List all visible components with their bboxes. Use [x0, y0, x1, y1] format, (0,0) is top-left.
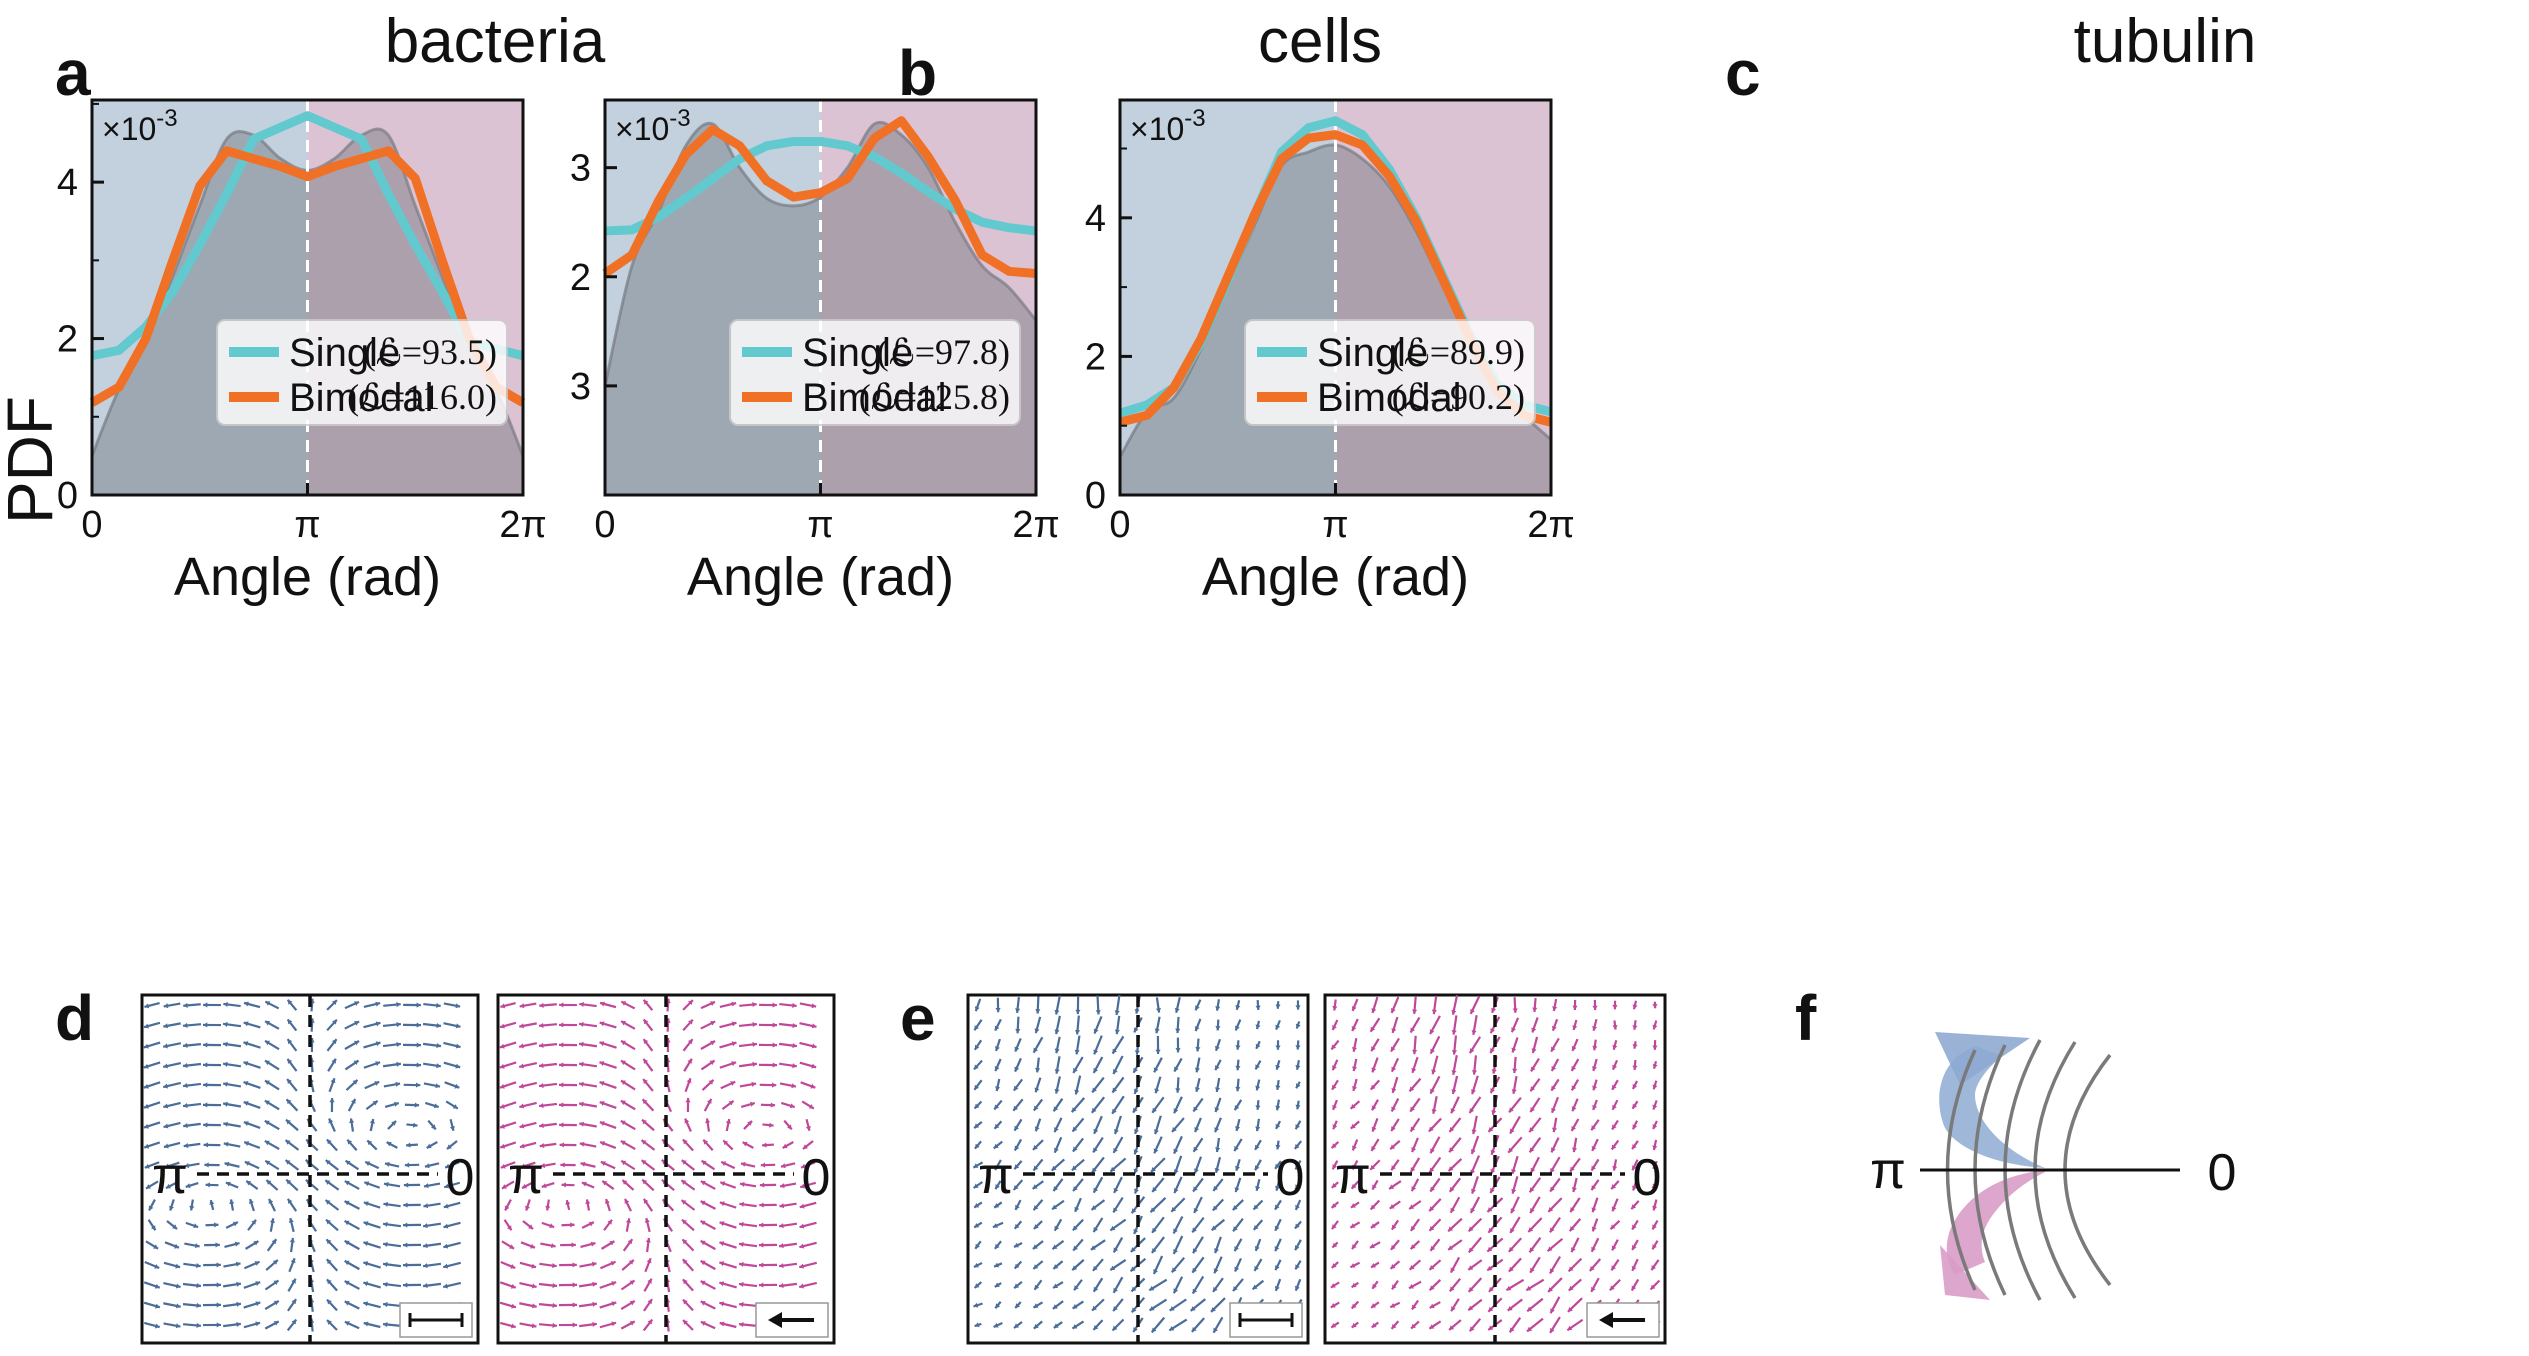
- y-tick-label: 0: [57, 475, 78, 517]
- legend-lik-bimodal: (ℒ=90.2): [1392, 377, 1525, 417]
- y-multiplier-exp: -3: [669, 105, 690, 132]
- y-tick-label: 2: [57, 319, 78, 361]
- panel-c-title: tubulin: [2074, 7, 2257, 76]
- panel-b-title: cells: [1258, 7, 1382, 76]
- legend-lik-single: (ℒ=97.8): [877, 332, 1010, 372]
- panel-e-letter: e: [900, 982, 936, 1054]
- y-tick-label: 3: [570, 366, 591, 408]
- x-axis-label: Angle (rad): [1202, 547, 1469, 607]
- legend-lik-bimodal: (ℒ=125.8): [859, 377, 1010, 417]
- x-tick-label: 2π: [499, 504, 546, 546]
- x-tick-label: π: [1322, 504, 1348, 546]
- panel-c-letter: c: [1725, 37, 1761, 109]
- x-axis-label: Angle (rad): [174, 547, 441, 607]
- y-multiplier-exp: -3: [156, 105, 177, 132]
- legend-lik-single: (ℒ=89.9): [1392, 332, 1525, 372]
- y-tick-label: 4: [1085, 198, 1106, 240]
- panel-d-letter: d: [55, 982, 94, 1054]
- x-tick-label: 2π: [1527, 504, 1574, 546]
- field-zero-label: 0: [1633, 1149, 1662, 1207]
- field-frame: [142, 995, 478, 1343]
- legend-lik-bimodal: (ℒ=116.0): [347, 377, 497, 417]
- legend-lik-single: (ℒ=93.5): [364, 332, 497, 372]
- schematic-f: π 0: [1870, 1032, 2236, 1300]
- y-tick-label: 3: [570, 148, 591, 190]
- x-tick-label: π: [807, 504, 833, 546]
- field-pi-label: π: [1335, 1147, 1371, 1205]
- field-pi-label: π: [152, 1147, 188, 1205]
- y-tick-label: 4: [57, 162, 78, 204]
- y-tick-label: 0: [1085, 475, 1106, 517]
- y-multiplier-exp: -3: [1184, 105, 1205, 132]
- y-tick-label: 2: [1085, 336, 1106, 378]
- y-tick-label: 2: [570, 257, 591, 299]
- x-tick-label: 2π: [1012, 504, 1059, 546]
- pi-label: π: [1870, 1142, 1906, 1200]
- field-zero-label: 0: [802, 1149, 831, 1207]
- field-frame: [498, 995, 834, 1343]
- x-axis-label: Angle (rad): [687, 547, 954, 607]
- x-tick-label: π: [294, 504, 320, 546]
- x-tick-label: 0: [594, 504, 615, 546]
- field-pi-label: π: [978, 1147, 1014, 1205]
- panel-a-letter: a: [55, 37, 91, 109]
- panel-f-letter: f: [1795, 982, 1817, 1054]
- x-tick-label: 0: [81, 504, 102, 546]
- panel-b-letter: b: [898, 37, 937, 109]
- panel-a-title: bacteria: [385, 7, 606, 76]
- zero-label: 0: [2208, 1144, 2237, 1202]
- field-zero-label: 0: [446, 1149, 475, 1207]
- x-tick-label: 0: [1109, 504, 1130, 546]
- field-zero-label: 0: [1276, 1149, 1305, 1207]
- field-pi-label: π: [508, 1147, 544, 1205]
